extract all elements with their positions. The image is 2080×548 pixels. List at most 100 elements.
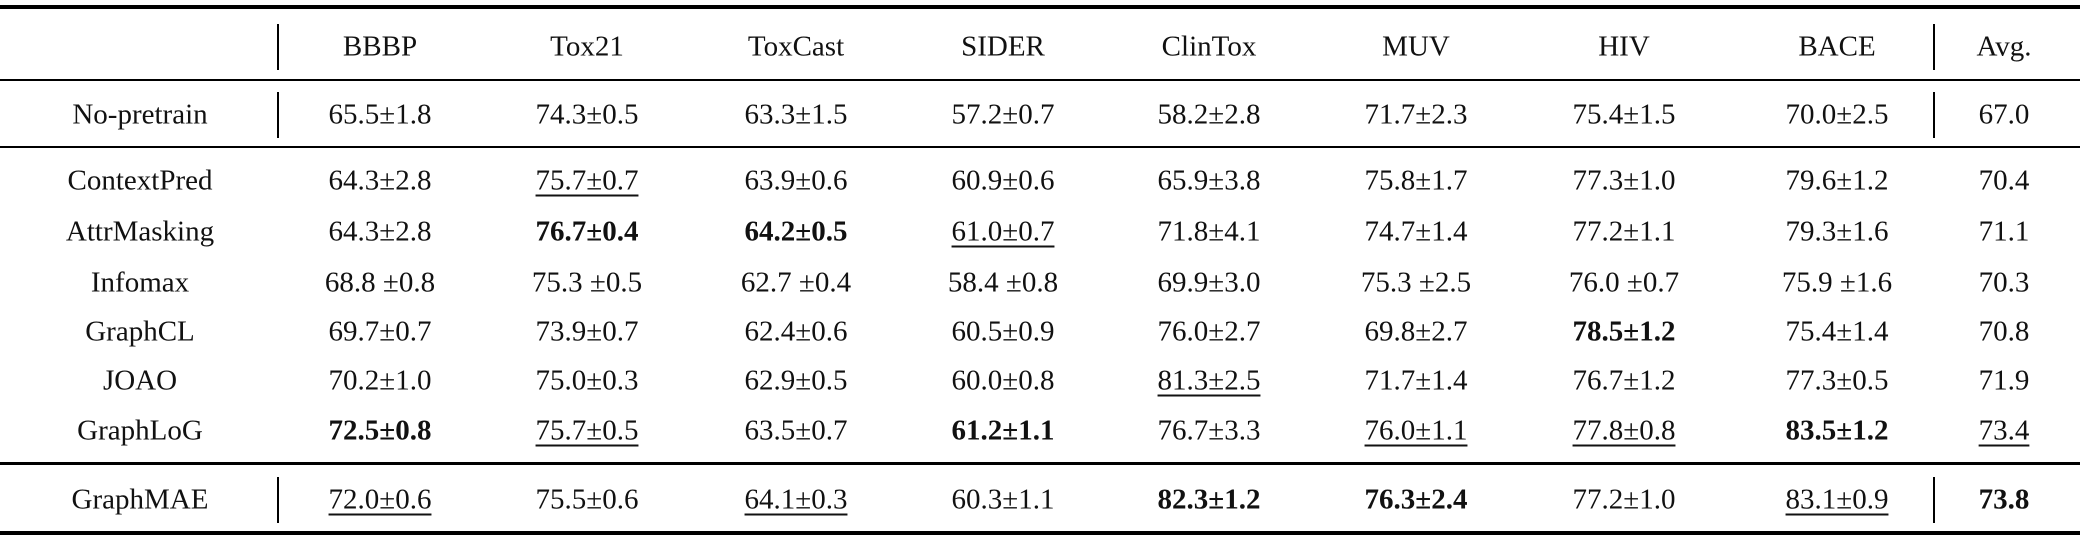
score-cell: 74.7±1.4 — [1364, 215, 1468, 248]
score-cell: 75.4±1.5 — [1572, 98, 1676, 131]
score-cell: 82.3±1.2 — [1157, 483, 1261, 516]
score-cell: 76.7±0.4 — [535, 215, 639, 248]
score-cell: 61.2±1.1 — [951, 414, 1055, 447]
score-cell: 75.0±0.3 — [535, 364, 639, 397]
score-cell: 75.8±1.7 — [1364, 164, 1468, 197]
score-cell: 76.3±2.4 — [1364, 483, 1468, 516]
column-header: MUV — [1382, 30, 1450, 63]
score-cell: 72.5±0.8 — [328, 414, 432, 447]
column-header: ToxCast — [747, 30, 845, 63]
method-name: GraphCL — [85, 315, 195, 348]
score-cell: 74.3±0.5 — [535, 98, 639, 131]
score-cell: 72.0±0.6 — [328, 483, 432, 516]
method-name: AttrMasking — [65, 215, 215, 248]
top-rule — [0, 5, 2080, 9]
score-cell: 60.0±0.8 — [951, 364, 1055, 397]
score-cell: 79.6±1.2 — [1785, 164, 1889, 197]
score-cell: 81.3±2.5 — [1157, 364, 1261, 397]
score-cell: 60.3±1.1 — [951, 483, 1055, 516]
score-cell: 58.2±2.8 — [1157, 98, 1261, 131]
method-name: GraphLoG — [77, 414, 203, 447]
score-cell: 63.3±1.5 — [744, 98, 848, 131]
average-cell: 71.9 — [1978, 364, 2030, 397]
column-separator — [277, 24, 279, 70]
method-name: Infomax — [90, 266, 190, 299]
section-rule — [0, 462, 2080, 465]
score-cell: 71.7±1.4 — [1364, 364, 1468, 397]
column-separator — [277, 92, 279, 138]
column-header: BACE — [1798, 30, 1876, 63]
column-separator — [1933, 24, 1935, 70]
score-cell: 69.9±3.0 — [1157, 266, 1261, 299]
header-rule — [0, 79, 2080, 81]
score-cell: 77.2±1.1 — [1572, 215, 1676, 248]
score-cell: 71.7±2.3 — [1364, 98, 1468, 131]
score-cell: 73.9±0.7 — [535, 315, 639, 348]
column-header: ClinTox — [1161, 30, 1257, 63]
score-cell: 64.2±0.5 — [744, 215, 848, 248]
average-cell: 67.0 — [1978, 98, 2030, 131]
column-header: HIV — [1598, 30, 1650, 63]
score-cell: 61.0±0.7 — [951, 215, 1055, 248]
score-cell: 75.3 ±2.5 — [1360, 266, 1472, 299]
score-cell: 71.8±4.1 — [1157, 215, 1261, 248]
score-cell: 58.4 ±0.8 — [947, 266, 1059, 299]
score-cell: 76.7±3.3 — [1157, 414, 1261, 447]
score-cell: 83.5±1.2 — [1785, 414, 1889, 447]
score-cell: 75.7±0.5 — [535, 414, 639, 447]
column-header: BBBP — [342, 30, 418, 63]
score-cell: 77.2±1.0 — [1572, 483, 1676, 516]
score-cell: 79.3±1.6 — [1785, 215, 1889, 248]
score-cell: 68.8 ±0.8 — [324, 266, 436, 299]
score-cell: 65.9±3.8 — [1157, 164, 1261, 197]
average-cell: 73.4 — [1978, 414, 2030, 447]
score-cell: 75.9 ±1.6 — [1781, 266, 1893, 299]
column-header: Avg. — [1976, 30, 2032, 63]
average-cell: 70.4 — [1978, 164, 2030, 197]
score-cell: 64.3±2.8 — [328, 215, 432, 248]
column-header: SIDER — [961, 30, 1045, 63]
average-cell: 70.3 — [1978, 266, 2030, 299]
score-cell: 60.5±0.9 — [951, 315, 1055, 348]
score-cell: 75.3 ±0.5 — [531, 266, 643, 299]
column-header: Tox21 — [550, 30, 624, 63]
score-cell: 83.1±0.9 — [1785, 483, 1889, 516]
method-name: No-pretrain — [72, 98, 208, 131]
score-cell: 76.7±1.2 — [1572, 364, 1676, 397]
score-cell: 69.8±2.7 — [1364, 315, 1468, 348]
average-cell: 73.8 — [1978, 483, 2030, 516]
score-cell: 60.9±0.6 — [951, 164, 1055, 197]
score-cell: 57.2±0.7 — [951, 98, 1055, 131]
score-cell: 75.7±0.7 — [535, 164, 639, 197]
score-cell: 70.0±2.5 — [1785, 98, 1889, 131]
score-cell: 64.1±0.3 — [744, 483, 848, 516]
score-cell: 70.2±1.0 — [328, 364, 432, 397]
score-cell: 76.0±1.1 — [1364, 414, 1468, 447]
score-cell: 62.9±0.5 — [744, 364, 848, 397]
section-rule — [0, 146, 2080, 148]
score-cell: 75.5±0.6 — [535, 483, 639, 516]
score-cell: 76.0 ±0.7 — [1568, 266, 1680, 299]
score-cell: 75.4±1.4 — [1785, 315, 1889, 348]
score-cell: 77.8±0.8 — [1572, 414, 1676, 447]
score-cell: 69.7±0.7 — [328, 315, 432, 348]
score-cell: 76.0±2.7 — [1157, 315, 1261, 348]
score-cell: 62.4±0.6 — [744, 315, 848, 348]
column-separator — [277, 477, 279, 523]
method-name: GraphMAE — [71, 483, 209, 516]
score-cell: 77.3±0.5 — [1785, 364, 1889, 397]
score-cell: 63.9±0.6 — [744, 164, 848, 197]
method-name: ContextPred — [67, 164, 213, 197]
score-cell: 78.5±1.2 — [1572, 315, 1676, 348]
score-cell: 62.7 ±0.4 — [740, 266, 852, 299]
score-cell: 65.5±1.8 — [328, 98, 432, 131]
average-cell: 71.1 — [1978, 215, 2030, 248]
column-separator — [1933, 92, 1935, 138]
column-separator — [1933, 477, 1935, 523]
score-cell: 64.3±2.8 — [328, 164, 432, 197]
score-cell: 63.5±0.7 — [744, 414, 848, 447]
bottom-rule — [0, 531, 2080, 535]
average-cell: 70.8 — [1978, 315, 2030, 348]
score-cell: 77.3±1.0 — [1572, 164, 1676, 197]
